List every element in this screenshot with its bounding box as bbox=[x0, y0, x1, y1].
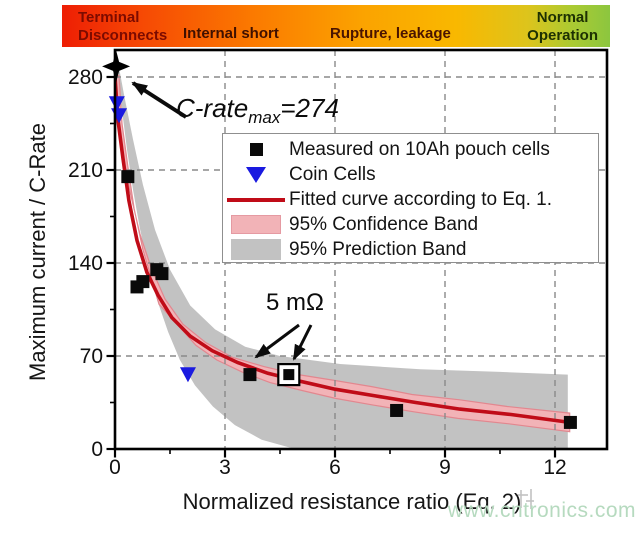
y-tick-label: 70 bbox=[80, 345, 103, 368]
legend-box: Measured on 10Ah pouch cells Coin Cells … bbox=[222, 133, 599, 263]
x-tick-label: 9 bbox=[439, 456, 451, 479]
c-rate-value: =274 bbox=[280, 93, 339, 123]
legend-item-confidence-band: 95% Confidence Band bbox=[223, 212, 598, 237]
risk-gradient-bar: Terminal Disconnects Internal short Rupt… bbox=[62, 5, 610, 47]
c-rate-max-annotation: C-ratemax=274 bbox=[176, 93, 339, 128]
legend-label: 95% Prediction Band bbox=[289, 238, 467, 260]
c-rate-subscript: max bbox=[248, 108, 281, 127]
banner-label-terminal-disconnects: Terminal Disconnects bbox=[78, 9, 168, 45]
fitted-curve bbox=[115, 76, 570, 425]
y-tick-label: 210 bbox=[68, 159, 103, 182]
pouch-cell-point bbox=[155, 267, 169, 281]
legend-item-coin-cells: Coin Cells bbox=[223, 162, 598, 187]
prediction-band bbox=[116, 51, 568, 449]
y-axis-label: Maximum current / C-Rate bbox=[25, 123, 50, 381]
five-mohm-point bbox=[283, 369, 295, 381]
axes: 0 3 6 9 12 0 70 140 210 280 bbox=[68, 48, 609, 479]
watermark-text: www.cntronics.com bbox=[447, 499, 636, 522]
pink-swatch-icon bbox=[223, 215, 289, 234]
c-rate-arrow bbox=[131, 81, 188, 119]
gray-swatch-icon bbox=[223, 239, 289, 260]
x-tick-label: 3 bbox=[219, 456, 231, 479]
x-tick-label: 12 bbox=[543, 456, 566, 479]
plot-frame bbox=[113, 48, 609, 451]
watermark-glyph-fragment bbox=[515, 489, 534, 509]
pouch-cell-point bbox=[121, 170, 135, 184]
red-line-marker-icon bbox=[223, 197, 289, 202]
x-axis-label: Normalized resistance ratio (Eq. 2) bbox=[182, 489, 522, 514]
y-tick-label: 280 bbox=[68, 66, 103, 89]
legend-item-fitted-curve: Fitted curve according to Eq. 1. bbox=[223, 187, 598, 212]
legend-label: Fitted curve according to Eq. 1. bbox=[289, 188, 552, 210]
legend-item-pouch-cells: Measured on 10Ah pouch cells bbox=[223, 137, 598, 162]
pouch-cell-point bbox=[390, 403, 404, 417]
annotation-arrows bbox=[131, 81, 534, 509]
y-tick-label: 0 bbox=[91, 438, 103, 461]
pouch-cell-point bbox=[563, 415, 577, 429]
legend-label: 95% Confidence Band bbox=[289, 213, 479, 235]
pouch-cell-point bbox=[136, 275, 150, 289]
down-triangle-marker-icon bbox=[223, 166, 289, 183]
five-mohm-annotation: 5 mΩ bbox=[266, 289, 324, 316]
pouch-cell-point bbox=[243, 368, 257, 382]
legend-item-prediction-band: 95% Prediction Band bbox=[223, 237, 598, 262]
five-mohm-arrow-left bbox=[254, 323, 300, 359]
x-tick-label: 0 bbox=[109, 456, 121, 479]
banner-label-internal-short: Internal short bbox=[183, 24, 279, 42]
coin-cell-point bbox=[108, 96, 125, 112]
filled-square-marker-icon bbox=[223, 143, 289, 156]
c-rate-text: C-rate bbox=[176, 93, 249, 123]
banner-label-rupture-leakage: Rupture, leakage bbox=[330, 24, 451, 42]
five-mohm-arrow-right bbox=[292, 324, 313, 361]
coin-cell-point bbox=[179, 367, 196, 383]
legend-label: Coin Cells bbox=[289, 163, 376, 185]
legend-label: Measured on 10Ah pouch cells bbox=[289, 138, 550, 160]
banner-label-normal-operation: Normal Operation bbox=[527, 9, 598, 45]
y-tick-label: 140 bbox=[68, 252, 103, 275]
x-tick-label: 6 bbox=[329, 456, 341, 479]
